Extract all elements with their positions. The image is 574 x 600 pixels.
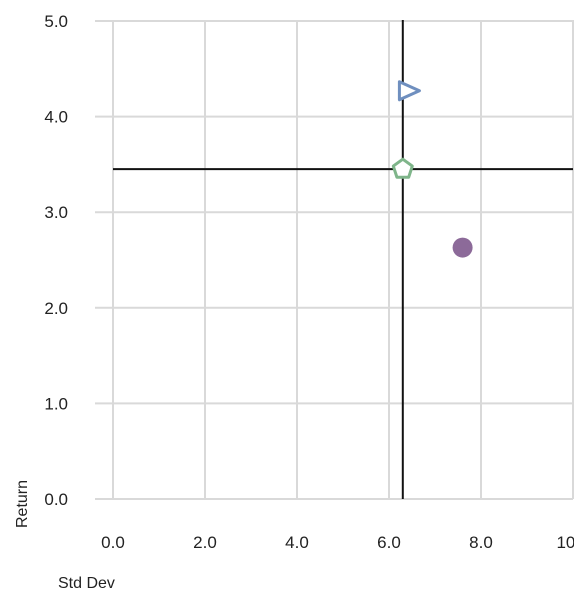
grid: [95, 20, 574, 500]
x-tick-label: 4.0: [285, 533, 309, 552]
x-tick-label: 10.0: [556, 533, 574, 552]
x-tick-label: 8.0: [469, 533, 493, 552]
y-tick-label: 2.0: [44, 299, 68, 318]
x-axis-ticks: 0.0 2.0 4.0 6.0 8.0 10.0: [101, 533, 574, 552]
y-axis-title: Return: [14, 480, 31, 528]
crosshair: [113, 20, 573, 499]
x-tick-label: 2.0: [193, 533, 217, 552]
y-tick-label: 5.0: [44, 12, 68, 31]
y-tick-label: 3.0: [44, 203, 68, 222]
data-point-pentagon: [391, 157, 414, 179]
x-axis-title: Std Dev: [58, 575, 115, 592]
x-tick-label: 6.0: [377, 533, 401, 552]
y-tick-label: 1.0: [44, 394, 68, 413]
data-point-triangle: [397, 80, 421, 102]
x-tick-label: 0.0: [101, 533, 125, 552]
data-points: [391, 80, 473, 258]
y-tick-label: 0.0: [44, 490, 68, 509]
y-axis-ticks: 0.0 1.0 2.0 3.0 4.0 5.0: [44, 12, 68, 509]
y-tick-label: 4.0: [44, 108, 68, 127]
data-point-circle: [452, 237, 473, 258]
